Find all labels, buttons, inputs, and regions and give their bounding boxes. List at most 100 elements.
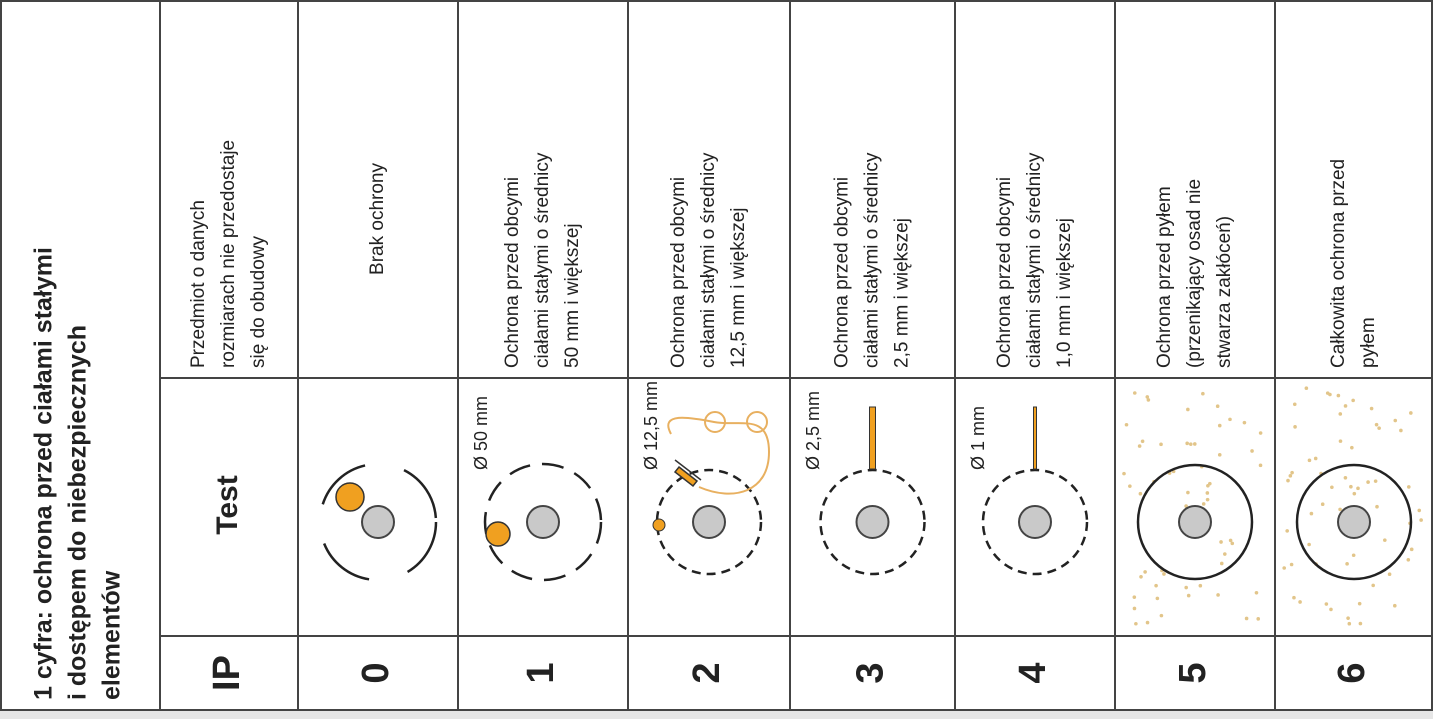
dust-dot [1330, 485, 1334, 490]
test-icon [819, 406, 926, 576]
dust-dot [1228, 417, 1232, 422]
description-line: się do obudowy [248, 235, 269, 368]
dust-dot [1134, 621, 1138, 626]
dust-dot [1329, 607, 1333, 612]
dust-dot [1124, 422, 1129, 427]
description-line: Ochrona przed obcymi [994, 177, 1015, 368]
description-line: Ochrona przed obcymi [832, 177, 853, 368]
ip-digit: 1 [520, 662, 562, 683]
dust-dot [1122, 471, 1126, 476]
dust-dot [1145, 620, 1150, 625]
dust-dot [1371, 583, 1375, 588]
test-label: Ø 50 mm [471, 396, 491, 470]
dust-dot [1336, 393, 1341, 398]
title-line: elementów [98, 570, 126, 700]
dust-dot [1219, 540, 1223, 544]
description-line: ciałami stałymi o średnicy [698, 152, 719, 368]
dust-dot [1407, 485, 1411, 489]
title-line: 1 cyfra: ochrona przed ciałami stałymi [30, 247, 58, 700]
dust-dot [1132, 595, 1137, 599]
dust-dot [1374, 422, 1379, 427]
dust-dot [1351, 553, 1356, 558]
dust-dot [1258, 431, 1263, 435]
description-line: Ochrona przed obcymi [502, 177, 523, 368]
dust-dot [1216, 593, 1220, 597]
ring [1136, 463, 1254, 581]
dust-dot [1205, 497, 1210, 502]
dust-dot [1258, 463, 1263, 468]
dust-dot [1289, 562, 1294, 567]
dust-dot [1217, 453, 1222, 457]
dust-dot [1205, 491, 1210, 495]
dust-dot [1140, 439, 1145, 444]
description-line: Ochrona przed pyłem [1154, 186, 1175, 368]
dust-dot [1230, 541, 1235, 546]
probe-joint [704, 411, 726, 433]
description-line: rozmiarach nie przedostaje [218, 140, 239, 368]
dust-dot [1366, 480, 1370, 484]
target [1337, 505, 1371, 539]
target [855, 505, 890, 539]
dust-dot [1256, 617, 1261, 621]
dust-dot [1223, 552, 1227, 556]
dust-dot [1350, 445, 1354, 450]
description-line: 2,5 mm i większej [892, 218, 913, 368]
ip-digit: 4 [1012, 662, 1054, 683]
dust-dot [1399, 428, 1403, 433]
dust-dot [1409, 411, 1413, 415]
dust-dot [1369, 406, 1374, 411]
dust-dot [1393, 418, 1398, 423]
dust-dot [1201, 391, 1205, 396]
dust-dot [1186, 593, 1191, 598]
dust-dot [1128, 484, 1132, 488]
dust-dot [1346, 616, 1350, 620]
dust-dot [1288, 474, 1293, 478]
target [1018, 505, 1052, 539]
dust-dot [1285, 529, 1289, 533]
test-icon [318, 462, 438, 582]
dust-dot [1217, 423, 1222, 428]
dust-dot [1375, 504, 1379, 509]
dust-dot [1309, 511, 1314, 516]
ring [655, 468, 763, 576]
dust-dot [1143, 570, 1147, 574]
dust-dot [1383, 538, 1387, 542]
dust-dot [1298, 600, 1302, 604]
ip-digit: 6 [1331, 662, 1373, 683]
dust-dot [1417, 508, 1422, 513]
ip-digit: 5 [1172, 662, 1214, 683]
dust-dot [1338, 439, 1343, 443]
dust-dot [1419, 518, 1423, 522]
bottom-strip [0, 710, 1433, 719]
description-line: Brak ochrony [367, 163, 388, 275]
ip-digit: 3 [850, 662, 892, 683]
dust-dot [1324, 602, 1329, 606]
dust-dot [1215, 404, 1220, 409]
dust-dot [1356, 486, 1360, 491]
finger-probe [673, 459, 702, 488]
dust-dot [1338, 412, 1343, 416]
dust-dot [1242, 420, 1247, 425]
dust-dot [1293, 425, 1297, 429]
probe-ball [335, 482, 365, 512]
dust-dot [1377, 426, 1381, 430]
ip-digit: 0 [355, 662, 397, 683]
dust-dot [1198, 583, 1203, 588]
dust-dot [1219, 561, 1224, 566]
dust-dot [1185, 441, 1189, 446]
dust-dot [1352, 491, 1357, 496]
dust-dot [1343, 475, 1348, 480]
target [361, 505, 395, 539]
test-icon [1282, 386, 1423, 626]
description-line: Ochrona przed obcymi [668, 177, 689, 368]
dust-dot [1155, 596, 1160, 601]
description-line: pyłem [1358, 317, 1379, 368]
dust-dot [1345, 562, 1349, 566]
probe-rod [1033, 406, 1037, 470]
ring [318, 462, 438, 582]
ring [1295, 463, 1413, 581]
test-label: Ø 1 mm [968, 406, 988, 470]
probe-joint [746, 411, 768, 433]
